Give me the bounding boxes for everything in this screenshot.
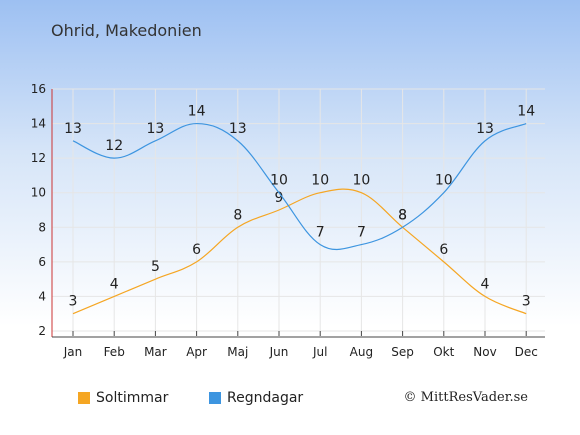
data-label-regndagar: 14 — [188, 104, 206, 120]
x-tick-label: Jun — [269, 345, 289, 359]
x-tick-label: Feb — [104, 345, 125, 359]
data-label-soltimmar: 8 — [233, 207, 242, 223]
data-label-regndagar: 7 — [316, 225, 325, 241]
data-label-soltimmar: 5 — [151, 259, 160, 275]
data-label-regndagar: 13 — [146, 121, 164, 137]
data-label-regndagar: 13 — [64, 121, 82, 137]
data-label-soltimmar: 10 — [311, 173, 329, 189]
data-label-regndagar: 8 — [398, 207, 407, 223]
data-label-regndagar: 12 — [105, 138, 123, 154]
x-tick-label: Aug — [350, 345, 373, 359]
y-tick-label: 10 — [31, 186, 46, 200]
credit-text: © MittResVader.se — [403, 390, 528, 405]
series-line-regndagar — [72, 122, 527, 251]
data-label-regndagar: 10 — [435, 173, 453, 189]
legend-item-regndagar: Regndagar — [209, 390, 303, 406]
data-label-soltimmar: 9 — [275, 190, 284, 206]
series-line-soltimmar — [72, 188, 527, 315]
x-tick-label: Jan — [63, 345, 83, 359]
y-tick-label: 12 — [31, 151, 46, 165]
x-tick-label: Mar — [144, 345, 167, 359]
x-tick-label: Okt — [433, 345, 454, 359]
data-label-soltimmar: 4 — [110, 276, 119, 292]
data-label-soltimmar: 3 — [522, 294, 531, 310]
data-label-regndagar: 7 — [357, 225, 366, 241]
data-label-soltimmar: 3 — [69, 294, 78, 310]
legend-swatch-soltimmar — [78, 392, 90, 404]
data-label-regndagar: 14 — [517, 104, 535, 120]
data-label-soltimmar: 6 — [439, 242, 448, 258]
data-label-regndagar: 13 — [229, 121, 247, 137]
y-tick-label: 14 — [31, 117, 46, 131]
data-label-soltimmar: 10 — [352, 173, 370, 189]
legend-swatch-regndagar — [209, 392, 221, 404]
x-tick-label: Sep — [391, 345, 414, 359]
data-label-soltimmar: 6 — [192, 242, 201, 258]
data-label-soltimmar: 4 — [481, 276, 490, 292]
y-tick-label: 4 — [38, 289, 46, 303]
y-tick-label: 8 — [38, 220, 46, 234]
x-tick-label: Nov — [473, 345, 496, 359]
x-tick-label: Apr — [186, 345, 207, 359]
x-tick-label: Maj — [227, 345, 248, 359]
data-label-regndagar: 13 — [476, 121, 494, 137]
y-tick-label: 16 — [31, 82, 46, 96]
y-tick-label: 6 — [38, 255, 46, 269]
legend-label-soltimmar: Soltimmar — [96, 390, 169, 406]
legend-item-soltimmar: Soltimmar — [78, 390, 168, 406]
x-tick-label: Jul — [312, 345, 327, 359]
y-tick-label: 2 — [38, 324, 46, 338]
data-label-regndagar: 10 — [270, 173, 288, 189]
x-tick-label: Dec — [515, 345, 538, 359]
data-label-soltimmar: 8 — [398, 207, 407, 223]
legend-label-regndagar: Regndagar — [227, 390, 304, 406]
chart-title: Ohrid, Makedonien — [51, 21, 202, 40]
